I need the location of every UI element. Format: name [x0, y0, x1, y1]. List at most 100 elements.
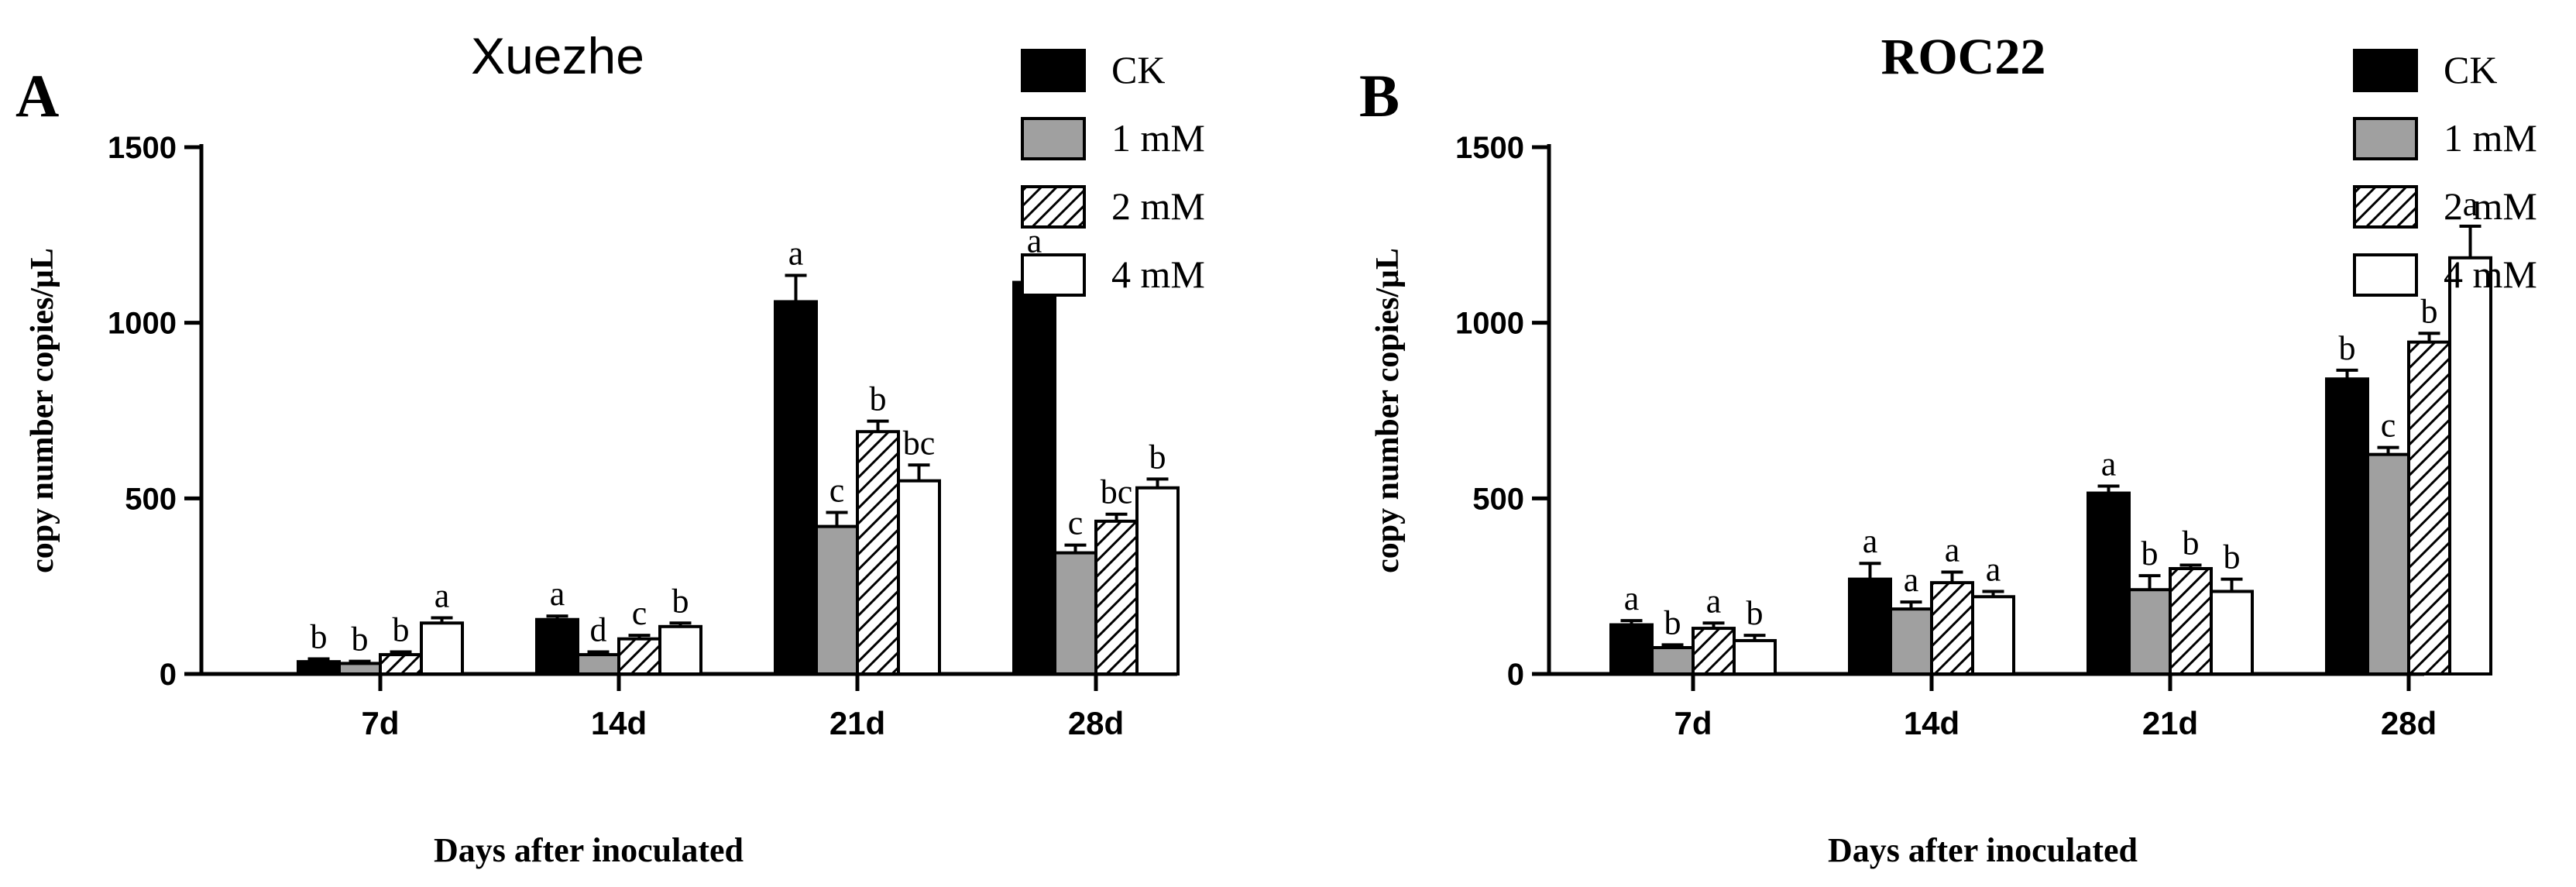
- significance-label: b: [1747, 594, 1764, 632]
- legend-swatch: [1021, 185, 1086, 229]
- bar: [297, 660, 341, 676]
- bar: [1094, 519, 1139, 676]
- bar: [2325, 377, 2369, 676]
- significance-label: b: [311, 618, 328, 656]
- legend-swatch: [1021, 117, 1086, 160]
- bar: [420, 621, 464, 676]
- bar: [576, 653, 620, 676]
- legend: CK 1 mM 2 mM 4 mM: [2353, 48, 2537, 297]
- significance-label: a: [434, 576, 450, 614]
- bar: [1609, 623, 1654, 676]
- significance-label: b: [1664, 603, 1681, 641]
- significance-label: a: [2463, 185, 2478, 223]
- bar: [617, 637, 661, 676]
- bar: [1848, 577, 1892, 676]
- significance-label: b: [352, 621, 369, 658]
- x-tick-label: 14d: [1904, 705, 1959, 741]
- significance-label: a: [1706, 582, 1722, 620]
- significance-label: a: [1986, 550, 2001, 588]
- bar: [1930, 581, 1974, 676]
- significance-label: a: [1027, 222, 1042, 260]
- y-tick-label: 0: [1507, 658, 1524, 692]
- x-axis-label: Days after inoculated: [434, 831, 744, 869]
- bar: [856, 430, 900, 676]
- significance-label: c: [2381, 407, 2396, 445]
- y-tick-label: 1000: [108, 307, 177, 341]
- bar: [897, 479, 941, 676]
- significance-label: b: [2421, 292, 2438, 330]
- bar: [1733, 638, 1777, 676]
- significance-label: a: [1624, 579, 1640, 617]
- bar: [815, 524, 859, 676]
- x-tick-label: 21d: [829, 705, 885, 741]
- y-tick-label: 1500: [108, 131, 177, 165]
- significance-label: b: [2339, 329, 2356, 367]
- significance-label: bc: [1101, 473, 1133, 511]
- bar: [2128, 588, 2172, 676]
- chart-title: ROC22: [1881, 29, 2046, 85]
- bar: [1135, 486, 1180, 676]
- bar: [535, 617, 579, 676]
- significance-label: a: [1863, 522, 1878, 560]
- significance-label: a: [2101, 445, 2117, 483]
- significance-label: c: [632, 594, 647, 632]
- bar: [1692, 627, 1736, 676]
- x-axis-label: Days after inoculated: [1828, 831, 2138, 869]
- legend-swatch: [2353, 253, 2418, 297]
- bar: [2087, 491, 2131, 676]
- y-tick-label: 500: [1472, 482, 1524, 516]
- bar: [1650, 646, 1695, 676]
- legend: CK 1 mM 2 mM 4 mM: [1021, 48, 1205, 297]
- y-tick-label: 500: [125, 482, 177, 516]
- bar: [2210, 590, 2254, 676]
- chart-title: Xuezhe: [471, 27, 644, 84]
- significance-label: b: [870, 380, 887, 418]
- bar: [2448, 256, 2492, 676]
- significance-label: b: [2224, 538, 2241, 576]
- bar: [1053, 551, 1097, 676]
- significance-label: c: [829, 471, 845, 509]
- significance-label: a: [788, 234, 804, 272]
- x-tick-label: 28d: [2381, 705, 2437, 741]
- significance-label: a: [1904, 561, 1919, 599]
- bar: [2169, 567, 2213, 676]
- x-tick-label: 28d: [1068, 705, 1124, 741]
- legend-label: 4 mM: [1111, 253, 1205, 296]
- x-tick-label: 7d: [361, 705, 399, 741]
- significance-label: b: [393, 610, 410, 648]
- x-tick-label: 21d: [2142, 705, 2198, 741]
- significance-label: c: [1068, 504, 1084, 542]
- legend-label: 1 mM: [1111, 116, 1205, 160]
- bar: [2407, 340, 2451, 676]
- y-tick-label: 1500: [1455, 131, 1524, 165]
- significance-label: b: [1149, 438, 1166, 476]
- bar: [1971, 595, 2015, 676]
- chart-panel-a: A Xuezhe 0 500 1000 1500 copy number copies/μL…: [15, 27, 1205, 869]
- panel-label: B: [1359, 62, 1400, 129]
- legend-label: CK: [1111, 48, 1165, 91]
- legend-swatch: [2353, 117, 2418, 160]
- bar: [2366, 452, 2410, 676]
- legend-label: 2 mM: [1111, 184, 1205, 228]
- legend-swatch: [1021, 253, 1086, 297]
- y-axis-label: copy number copies/μL: [25, 248, 60, 573]
- significance-label: a: [550, 575, 565, 613]
- significance-label: b: [672, 582, 689, 620]
- significance-label: d: [590, 610, 607, 648]
- chart-panel-b: B ROC22 0 500 1000 1500 copy number copies/μL 7…: [1359, 29, 2537, 869]
- y-tick-label: 0: [160, 658, 177, 692]
- y-tick-label: 1000: [1455, 307, 1524, 341]
- panel-label: A: [15, 62, 59, 129]
- significance-label: b: [2142, 535, 2159, 572]
- bar: [774, 300, 818, 676]
- bar: [379, 653, 423, 676]
- bar: [1889, 607, 1933, 676]
- significance-label: a: [1945, 531, 1960, 569]
- bar: [338, 662, 382, 676]
- bar: [1012, 280, 1056, 676]
- y-axis-label: copy number copies/μL: [1370, 248, 1406, 573]
- legend-label: CK: [2444, 48, 2497, 91]
- bar: [658, 624, 702, 676]
- x-tick-label: 7d: [1674, 705, 1712, 741]
